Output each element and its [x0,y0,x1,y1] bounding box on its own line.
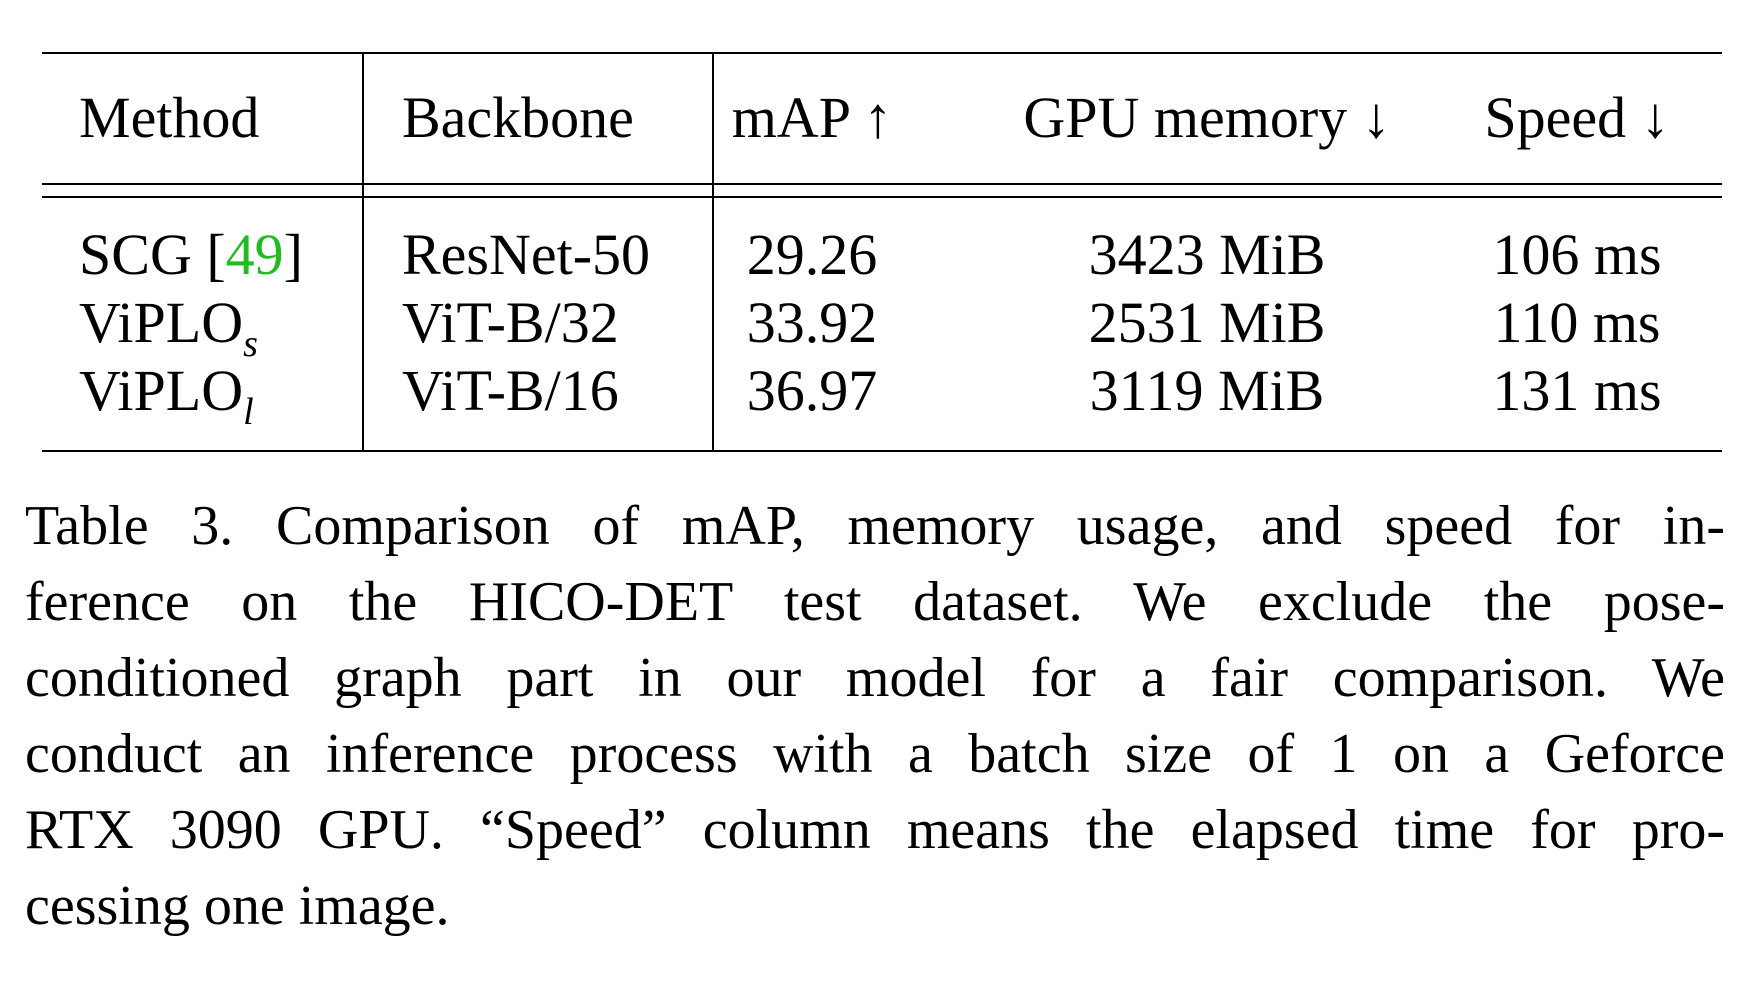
caption-line-4: conduct an inference process with a batc… [25,723,1725,785]
caption-line-5: RTX 3090 GPU. “Speed” column means the e… [25,799,1725,861]
table-vrule-2 [712,52,714,452]
table-bottom-rule [42,450,1722,452]
table-header-rule-2 [42,196,1722,198]
comparison-table: Method Backbone mAP ↑ GPU memory ↓ Speed… [42,52,1722,452]
method-subscript: s [243,323,258,365]
row-3-speed: 131 ms [1492,358,1662,423]
row-3-map: 36.97 [746,358,878,423]
row-3-backbone: ViT-B/16 [402,358,619,423]
row-3-method: ViPLOl [79,358,254,433]
table-vrule-1 [362,52,364,452]
row-2-map: 33.92 [746,290,878,355]
row-1-method: SCG [49] [79,222,303,287]
row-1-speed: 106 ms [1492,222,1662,287]
header-speed: Speed ↓ [1484,85,1670,150]
header-method: Method [79,85,260,150]
caption-line-6: cessing one image. [25,875,450,937]
table-top-rule [42,52,1722,54]
row-1-map: 29.26 [746,222,878,287]
row-2-gpu: 2531 MiB [1088,290,1326,355]
row-1-backbone: ResNet-50 [402,222,651,287]
citation-link[interactable]: 49 [225,222,284,287]
header-map: mAP ↑ [731,85,893,150]
caption-line-3: conditioned graph part in our model for … [25,647,1725,709]
row-2-method: ViPLOs [79,290,258,365]
caption-line-1: Table 3. Comparison of mAP, memory usage… [25,495,1725,557]
row-3-gpu: 3119 MiB [1089,358,1325,423]
method-subscript: l [243,391,254,433]
row-2-backbone: ViT-B/32 [402,290,619,355]
row-2-speed: 110 ms [1493,290,1661,355]
header-gpu-memory: GPU memory ↓ [1023,85,1391,150]
row-1-gpu: 3423 MiB [1088,222,1326,287]
table-caption: Table 3. Comparison of mAP, memory usage… [25,488,1725,944]
header-backbone: Backbone [402,85,634,150]
table-header-rule-1 [42,183,1722,185]
caption-line-2: ference on the HICO-DET test dataset. We… [25,571,1725,633]
